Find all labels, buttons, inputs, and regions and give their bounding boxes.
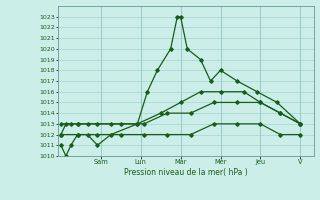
- X-axis label: Pression niveau de la mer( hPa ): Pression niveau de la mer( hPa ): [124, 168, 247, 177]
